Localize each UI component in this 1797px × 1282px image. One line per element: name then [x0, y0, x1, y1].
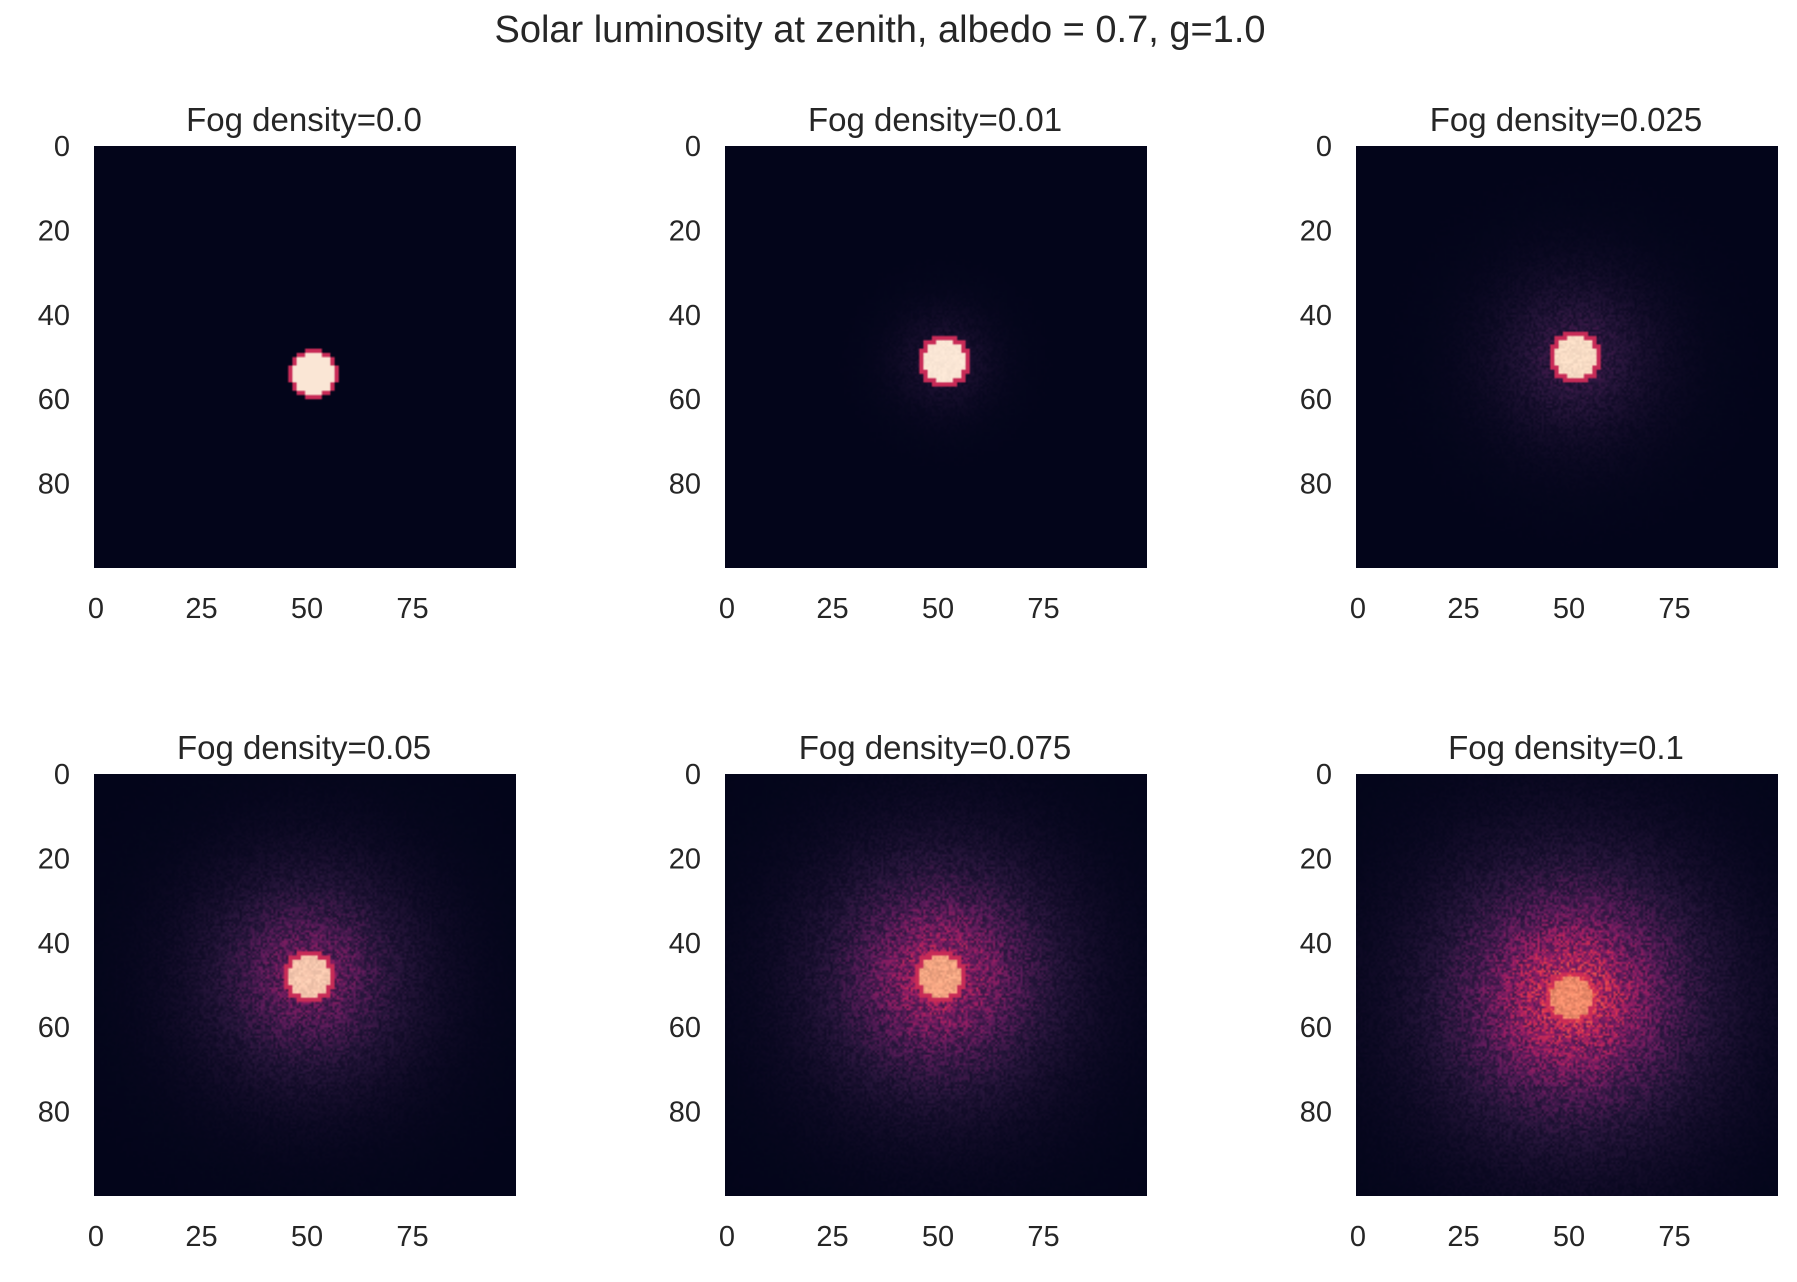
subplot-2-ytick-80: 80 [669, 469, 701, 501]
subplot-4-heatmap-image [94, 774, 516, 1196]
subplot-1-ytick-60: 60 [38, 384, 70, 416]
subplot-5-ytick-20: 20 [669, 843, 701, 875]
subplot-3-ytick-80: 80 [1300, 469, 1332, 501]
subplot-1-xtick-75: 75 [396, 593, 428, 625]
subplot-5-ytick-80: 80 [669, 1097, 701, 1129]
subplot-2-xtick-25: 25 [816, 593, 848, 625]
subplot-2-heatmap [725, 146, 1147, 568]
subplot-1-ticks: 0 20 40 60 80 0 25 50 75 [38, 131, 429, 625]
subplot-4-title: Fog density=0.05 [177, 729, 431, 766]
subplot-5-xtick-50: 50 [922, 1221, 954, 1253]
subplot-1-title: Fog density=0.0 [186, 101, 422, 138]
subplot-1: Fog density=0.0 0 20 40 60 80 0 25 50 75 [38, 101, 516, 625]
subplot-6-xtick-25: 25 [1447, 1221, 1479, 1253]
subplot-4: Fog density=0.05 0 20 40 60 80 0 25 50 75 [38, 729, 516, 1253]
subplot-3: Fog density=0.025 0 20 40 60 80 0 25 50 75 [1300, 101, 1778, 625]
subplot-3-ytick-40: 40 [1300, 300, 1332, 332]
subplot-1-heatmap-image [94, 146, 516, 568]
subplot-3-xtick-0: 0 [1350, 593, 1366, 625]
subplot-1-xtick-25: 25 [185, 593, 217, 625]
subplot-2-ticks: 0 20 40 60 80 0 25 50 75 [669, 131, 1060, 625]
subplot-1-xtick-0: 0 [88, 593, 104, 625]
subplot-4-xtick-0: 0 [88, 1221, 104, 1253]
subplot-5-xtick-25: 25 [816, 1221, 848, 1253]
subplot-3-ytick-60: 60 [1300, 384, 1332, 416]
subplot-5-ytick-0: 0 [685, 759, 701, 791]
subplot-6-heatmap-image [1356, 774, 1778, 1196]
subplot-6-xtick-50: 50 [1553, 1221, 1585, 1253]
subplot-3-xtick-50: 50 [1553, 593, 1585, 625]
subplot-5-xtick-75: 75 [1027, 1221, 1059, 1253]
subplot-5-heatmap [725, 774, 1147, 1196]
subplot-6-ticks: 0 20 40 60 80 0 25 50 75 [1300, 759, 1691, 1253]
subplot-1-ytick-80: 80 [38, 469, 70, 501]
subplot-6-heatmap [1356, 774, 1778, 1196]
subplot-5: Fog density=0.075 0 20 40 60 80 0 25 50 75 [669, 729, 1147, 1253]
subplot-4-xtick-75: 75 [396, 1221, 428, 1253]
subplot-1-ytick-0: 0 [54, 131, 70, 163]
subplot-4-ytick-80: 80 [38, 1097, 70, 1129]
subplot-3-xtick-75: 75 [1658, 593, 1690, 625]
subplot-3-ticks: 0 20 40 60 80 0 25 50 75 [1300, 131, 1691, 625]
subplot-6-ytick-20: 20 [1300, 843, 1332, 875]
subplot-2-xtick-50: 50 [922, 593, 954, 625]
subplot-6-title: Fog density=0.1 [1448, 729, 1684, 766]
subplot-5-heatmap-image [725, 774, 1147, 1196]
subplot-6-ytick-80: 80 [1300, 1097, 1332, 1129]
subplot-2-ytick-20: 20 [669, 215, 701, 247]
subplot-3-xtick-25: 25 [1447, 593, 1479, 625]
subplot-2: Fog density=0.01 0 20 40 60 80 0 25 50 75 [669, 101, 1147, 625]
subplot-6: Fog density=0.1 0 20 40 60 80 0 25 50 75 [1300, 729, 1778, 1253]
subplot-2-ytick-60: 60 [669, 384, 701, 416]
subplot-5-title: Fog density=0.075 [799, 729, 1071, 766]
subplot-4-heatmap [94, 774, 516, 1196]
subplot-2-xtick-75: 75 [1027, 593, 1059, 625]
subplot-4-xtick-25: 25 [185, 1221, 217, 1253]
subplot-2-ytick-40: 40 [669, 300, 701, 332]
subplot-1-ytick-40: 40 [38, 300, 70, 332]
subplot-2-heatmap-image [725, 146, 1147, 568]
subplot-4-xtick-50: 50 [291, 1221, 323, 1253]
subplot-6-ytick-40: 40 [1300, 928, 1332, 960]
figure-title: Solar luminosity at zenith, albedo = 0.7… [494, 9, 1265, 51]
subplot-5-ticks: 0 20 40 60 80 0 25 50 75 [669, 759, 1060, 1253]
subplot-5-ytick-60: 60 [669, 1012, 701, 1044]
subplot-3-ytick-0: 0 [1316, 131, 1332, 163]
subplot-6-xtick-75: 75 [1658, 1221, 1690, 1253]
subplot-4-ytick-60: 60 [38, 1012, 70, 1044]
subplot-4-ytick-20: 20 [38, 843, 70, 875]
subplot-5-ytick-40: 40 [669, 928, 701, 960]
subplot-4-ytick-40: 40 [38, 928, 70, 960]
subplot-4-ytick-0: 0 [54, 759, 70, 791]
subplot-1-heatmap [94, 146, 516, 568]
subplot-3-heatmap-image [1356, 146, 1778, 568]
subplot-5-xtick-0: 0 [719, 1221, 735, 1253]
subplot-2-title: Fog density=0.01 [808, 101, 1062, 138]
subplot-4-ticks: 0 20 40 60 80 0 25 50 75 [38, 759, 429, 1253]
subplot-6-xtick-0: 0 [1350, 1221, 1366, 1253]
subplot-1-ytick-20: 20 [38, 215, 70, 247]
subplot-1-xtick-50: 50 [291, 593, 323, 625]
subplot-6-ytick-60: 60 [1300, 1012, 1332, 1044]
subplot-2-ytick-0: 0 [685, 131, 701, 163]
subplot-2-xtick-0: 0 [719, 593, 735, 625]
subplot-6-ytick-0: 0 [1316, 759, 1332, 791]
subplot-3-title: Fog density=0.025 [1430, 101, 1702, 138]
subplot-3-heatmap [1356, 146, 1778, 568]
subplot-3-ytick-20: 20 [1300, 215, 1332, 247]
